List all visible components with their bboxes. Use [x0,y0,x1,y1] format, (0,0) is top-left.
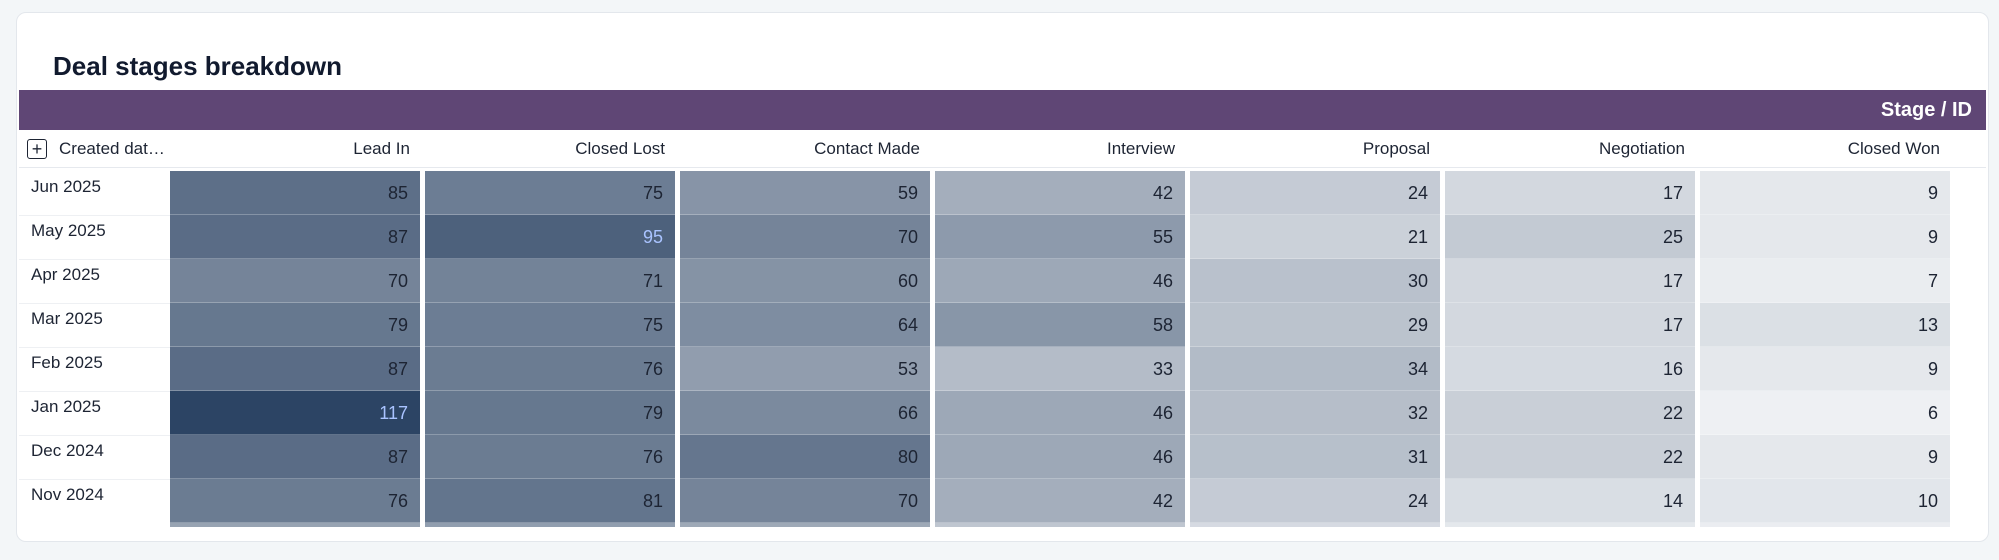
row-label-jun-2025: Jun 2025 [31,177,101,196]
heatmap-cell-mar-2025-proposal: 29 [1190,303,1440,347]
heatmap-cell-may-2025-closed-won: 9 [1700,215,1950,259]
heatmap-cell-nov-2024-negotiation: 14 [1445,479,1695,523]
heatmap-cell-apr-2025-proposal: 30 [1190,259,1440,303]
heatmap-cell-dec-2024-interview: 46 [935,435,1185,479]
pivot-header-label: Stage / ID [1880,98,1972,121]
heatmap-cell-jun-2025-closed-lost: 75 [425,171,675,215]
column-footer-strip [1445,523,1695,527]
heatmap-cell-may-2025-proposal: 21 [1190,215,1440,259]
heatmap-cell-jun-2025-lead-in: 85 [170,171,420,215]
column-header-negotiation[interactable]: Negotiation [1598,139,1685,158]
deal-stages-card: Deal stages breakdown Stage / ID + Creat… [16,12,1989,542]
heatmap-cell-jan-2025-closed-lost: 79 [425,391,675,435]
heatmap-cell-feb-2025-interview: 33 [935,347,1185,391]
heatmap-cell-jun-2025-contact-made: 59 [680,171,930,215]
column-header-lead-in[interactable]: Lead In [353,139,410,158]
plus-square-icon[interactable]: + [27,139,47,159]
heatmap-cell-dec-2024-proposal: 31 [1190,435,1440,479]
row-separator [19,259,171,260]
row-label-mar-2025: Mar 2025 [31,309,103,328]
heatmap-cell-mar-2025-contact-made: 64 [680,303,930,347]
column-footer-strip [170,523,420,527]
heatmap-cell-dec-2024-closed-won: 9 [1700,435,1950,479]
row-label-nov-2024: Nov 2024 [31,485,104,504]
heatmap-cell-apr-2025-closed-won: 7 [1700,259,1950,303]
heatmap-cell-jan-2025-contact-made: 66 [680,391,930,435]
row-label-feb-2025: Feb 2025 [31,353,103,372]
card-title: Deal stages breakdown [53,51,342,81]
row-separator [19,215,171,216]
column-header-proposal[interactable]: Proposal [1362,139,1430,158]
heatmap-cell-apr-2025-negotiation: 17 [1445,259,1695,303]
heatmap-cell-mar-2025-lead-in: 79 [170,303,420,347]
pivot-column-header: Stage / ID [19,90,1986,130]
heatmap-cell-jun-2025-proposal: 24 [1190,171,1440,215]
row-separator [19,435,171,436]
column-footer-strip [935,523,1185,527]
column-header-closed-won[interactable]: Closed Won [1847,139,1940,158]
heatmap-cell-feb-2025-lead-in: 87 [170,347,420,391]
row-header-created-date[interactable]: Created dat… [59,139,165,158]
row-separator [19,347,171,348]
heatmap-cell-dec-2024-negotiation: 22 [1445,435,1695,479]
heatmap-cell-apr-2025-contact-made: 60 [680,259,930,303]
row-separator [19,391,171,392]
heatmap-cell-mar-2025-closed-lost: 75 [425,303,675,347]
heatmap-cell-nov-2024-closed-lost: 81 [425,479,675,523]
table-header-row: + Created dat… Lead In Closed Lost Contact… [19,130,1986,168]
heatmap-cell-apr-2025-lead-in: 70 [170,259,420,303]
heatmap-cell-mar-2025-closed-won: 13 [1700,303,1950,347]
heatmap-cell-may-2025-closed-lost: 95 [425,215,675,259]
row-label-dec-2024: Dec 2024 [31,441,104,460]
heatmap-cell-jan-2025-lead-in: 117 [170,391,420,435]
heatmap-cell-feb-2025-closed-lost: 76 [425,347,675,391]
heatmap-cell-dec-2024-lead-in: 87 [170,435,420,479]
heatmap-cell-nov-2024-contact-made: 70 [680,479,930,523]
heatmap-cell-feb-2025-negotiation: 16 [1445,347,1695,391]
heatmap-cell-apr-2025-closed-lost: 71 [425,259,675,303]
row-label-jan-2025: Jan 2025 [31,397,101,416]
column-footer-strip [1190,523,1440,527]
column-footer-strip [425,523,675,527]
row-label-apr-2025: Apr 2025 [31,265,100,284]
heatmap-cell-jun-2025-interview: 42 [935,171,1185,215]
heatmap-cell-nov-2024-proposal: 24 [1190,479,1440,523]
column-header-contact-made[interactable]: Contact Made [814,139,920,158]
heatmap-cell-nov-2024-lead-in: 76 [170,479,420,523]
heatmap-cell-feb-2025-closed-won: 9 [1700,347,1950,391]
heatmap-cell-mar-2025-negotiation: 17 [1445,303,1695,347]
heatmap-cell-dec-2024-contact-made: 80 [680,435,930,479]
heatmap-cell-jan-2025-negotiation: 22 [1445,391,1695,435]
heatmap-cell-may-2025-contact-made: 70 [680,215,930,259]
heatmap-cell-feb-2025-contact-made: 53 [680,347,930,391]
heatmap-cell-mar-2025-interview: 58 [935,303,1185,347]
heatmap-cell-feb-2025-proposal: 34 [1190,347,1440,391]
row-label-may-2025: May 2025 [31,221,106,240]
heatmap-cell-apr-2025-interview: 46 [935,259,1185,303]
heatmap-cell-nov-2024-closed-won: 10 [1700,479,1950,523]
heatmap-cell-dec-2024-closed-lost: 76 [425,435,675,479]
row-separator [19,303,171,304]
column-header-closed-lost[interactable]: Closed Lost [575,139,665,158]
heatmap-cell-may-2025-lead-in: 87 [170,215,420,259]
heatmap-cell-jun-2025-closed-won: 9 [1700,171,1950,215]
heatmap-cell-nov-2024-interview: 42 [935,479,1185,523]
column-footer-strip [680,523,930,527]
column-header-interview[interactable]: Interview [1106,139,1175,158]
heatmap-cell-may-2025-interview: 55 [935,215,1185,259]
heatmap-cell-jan-2025-closed-won: 6 [1700,391,1950,435]
heatmap-cell-jun-2025-negotiation: 17 [1445,171,1695,215]
heatmap-cell-jan-2025-interview: 46 [935,391,1185,435]
heatmap-cell-may-2025-negotiation: 25 [1445,215,1695,259]
row-separator [19,479,171,480]
heatmap-cell-jan-2025-proposal: 32 [1190,391,1440,435]
column-footer-strip [1700,523,1950,527]
